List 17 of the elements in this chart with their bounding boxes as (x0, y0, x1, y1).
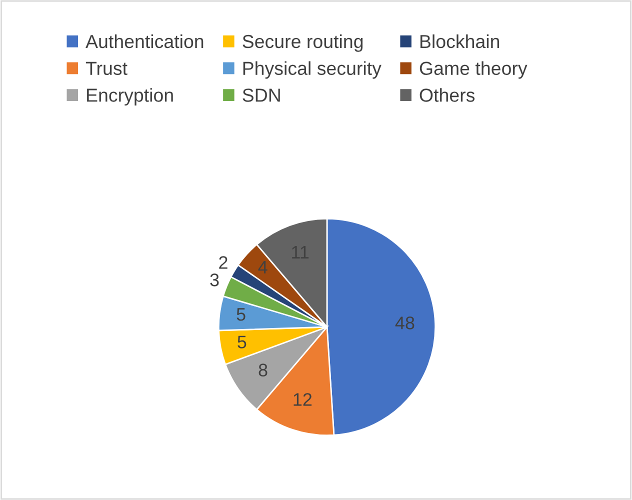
data-label: 12 (294, 393, 312, 406)
legend-label: Blockhain (420, 34, 500, 48)
legend-label: Others (420, 88, 475, 102)
data-label: 5 (238, 336, 246, 348)
legend-label: Secure routing (242, 34, 363, 52)
data-label: 3 (210, 274, 219, 286)
legend-label: Authentication (86, 34, 204, 48)
legend-label: Game theory (420, 61, 528, 79)
data-label: 2 (219, 256, 228, 269)
data-label: 4 (258, 260, 268, 274)
legend-label: Encryption (87, 88, 173, 106)
data-label: 8 (258, 364, 268, 376)
legend-label: Trust (86, 62, 128, 75)
data-label: 48 (395, 316, 414, 330)
data-label: 5 (236, 308, 246, 321)
legend-label: Physical security (243, 61, 382, 79)
legend-label: SDN (242, 88, 280, 102)
